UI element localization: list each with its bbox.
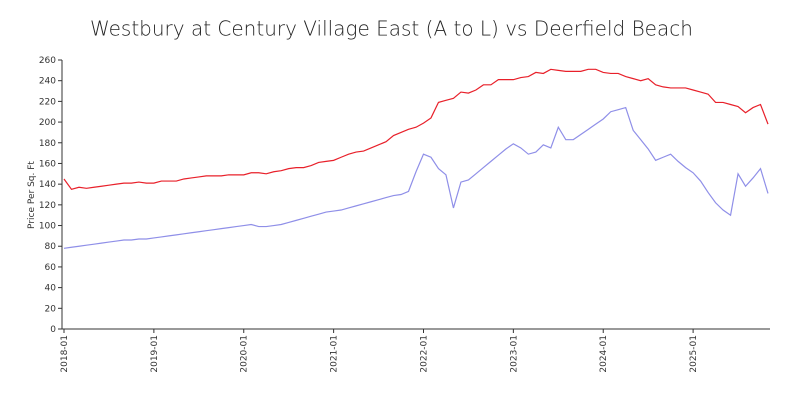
y-tick-label: 260 <box>39 56 56 66</box>
y-tick-label: 140 <box>39 180 56 190</box>
y-tick-label: 220 <box>39 97 56 107</box>
y-tick-label: 160 <box>39 159 56 169</box>
x-tick-label: 2023-01 <box>509 335 519 373</box>
x-tick-label: 2019-01 <box>150 335 160 373</box>
series-line <box>63 68 769 191</box>
x-tick-label: 2020-01 <box>240 335 250 373</box>
y-tick-label: 180 <box>39 139 56 149</box>
y-tick-label: 200 <box>39 118 56 128</box>
y-tick-label: 240 <box>39 77 56 87</box>
y-tick-label: 80 <box>45 242 57 252</box>
y-tick-label: 0 <box>50 325 56 335</box>
y-tick-label: 40 <box>45 284 57 294</box>
y-tick-label: 120 <box>39 201 56 211</box>
series-line <box>63 106 769 249</box>
y-tick-label: 20 <box>45 304 57 314</box>
x-tick-label: 2018-01 <box>60 335 70 373</box>
y-axis-label: Price Per Sq. Ft <box>27 161 37 229</box>
chart-title: Westbury at Century Village East (A to L… <box>90 17 693 41</box>
x-tick-label: 2024-01 <box>599 335 609 373</box>
x-tick-label: 2022-01 <box>419 335 429 373</box>
x-tick-label: 2025-01 <box>689 335 699 373</box>
x-tick-label: 2021-01 <box>330 335 340 373</box>
y-tick-label: 100 <box>39 222 56 232</box>
y-tick-label: 60 <box>45 263 57 273</box>
